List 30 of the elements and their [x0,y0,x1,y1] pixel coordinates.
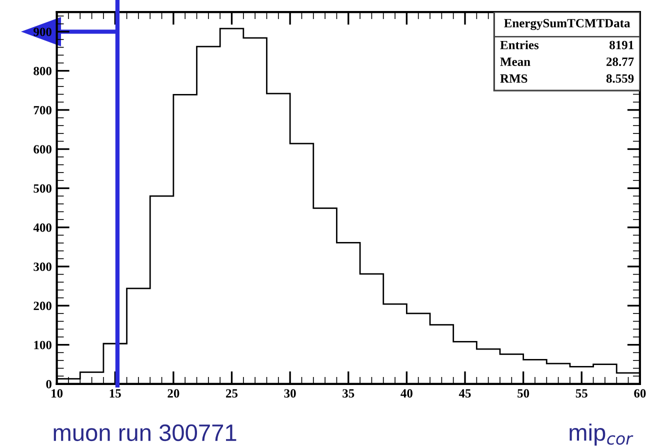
annotation: RMS [500,74,528,83]
x-tick-label: 20 [168,389,180,398]
y-tick-label: 900 [34,28,52,36]
y-tick-label: 0 [46,380,52,388]
x-tick-label: 10 [52,389,63,398]
y-tick-label: 800 [34,66,52,76]
x-tick-label: 15 [110,389,121,398]
y-tick-label: 600 [34,145,52,154]
annotation: 28.77 [606,58,634,66]
text: muon run 300771 [54,424,236,442]
y-tick-label: 400 [33,223,52,232]
annotation: Mean [500,58,530,66]
x-tick-label: 45 [458,389,471,398]
annotation: 8.559 [606,74,634,83]
y-tick-label: 700 [34,106,52,114]
x-tick-label: 60 [634,389,646,398]
x-tick-label: 35 [342,389,354,398]
x-tick-label: 50 [518,389,530,398]
y-tick-label: 200 [34,302,52,310]
annotation: 8191 [610,40,634,50]
y-tick-label: 500 [34,184,52,193]
x-tick-label: 40 [400,389,412,398]
y-tick-label: 300 [34,262,52,271]
x-tick-label: 30 [284,389,296,398]
annotation: Entries [500,40,539,50]
x-axis-title: mip$_{cor}$ [570,424,634,446]
y-tick-label: 100 [34,340,52,350]
x-tick-label: 25 [226,389,238,398]
chart-title: EnergySumTCMTData [504,19,630,30]
x-tick-label: 55 [576,389,588,398]
